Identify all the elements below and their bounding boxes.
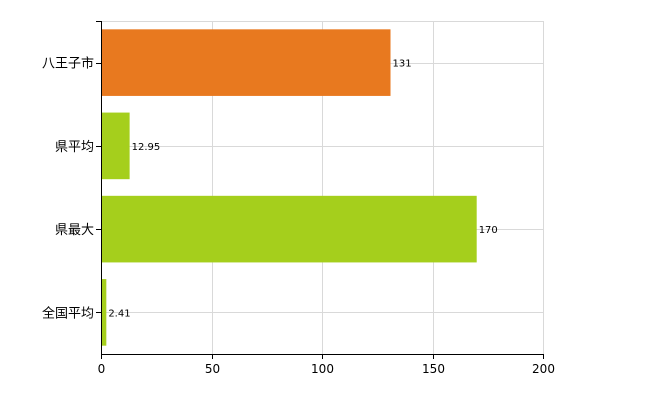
axes (96, 21, 544, 359)
bar (101, 112, 130, 180)
x-tick-label: 0 (98, 362, 106, 376)
category-label: 県平均 (55, 140, 94, 155)
data-label: 2.41 (108, 308, 130, 319)
x-tick-label: 150 (422, 362, 445, 376)
bar (101, 279, 107, 346)
bar (101, 195, 477, 263)
x-tick-label: 100 (311, 362, 334, 376)
x-tick-label: 200 (532, 362, 555, 376)
bars (101, 29, 477, 346)
data-label: 170 (479, 225, 498, 236)
labels: 0 50 100 150 200 131 八王子市 12.95 県平均 170 県最大 2.41 全国平… (42, 56, 555, 376)
data-label: 131 (393, 59, 412, 70)
category-label: 県最大 (55, 223, 94, 238)
x-tick-label: 50 (205, 362, 220, 376)
bar (101, 29, 391, 96)
category-label: 八王子市 (42, 56, 94, 72)
data-label: 12.95 (132, 142, 161, 153)
category-label: 全国平均 (42, 305, 94, 321)
